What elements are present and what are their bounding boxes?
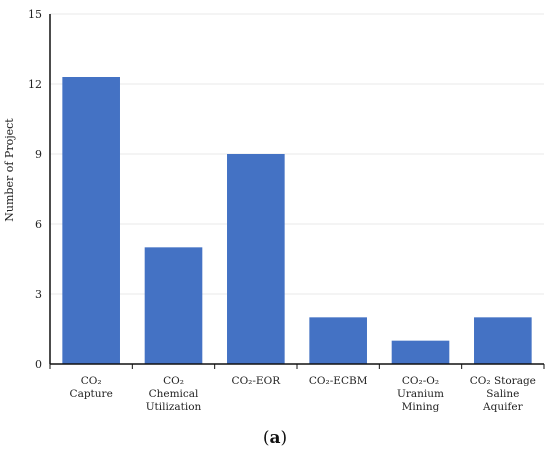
x-category-label: CO₂ Storage Saline Aquifer [470, 375, 536, 413]
x-category-label: CO₂ Capture [70, 375, 113, 400]
bar [227, 154, 285, 364]
bar [309, 317, 367, 364]
y-tick-label: 12 [28, 78, 42, 91]
y-tick-label: 9 [35, 148, 42, 161]
bar [62, 77, 120, 364]
x-category-labels: CO₂ Capture CO₂ Chemical Utilization CO₂-EOR C… [70, 375, 536, 413]
bar [144, 247, 203, 364]
caption-close: ) [281, 428, 288, 448]
y-tick-label: 6 [35, 218, 42, 231]
figure-caption: (a) [263, 428, 287, 448]
bar [391, 340, 450, 364]
x-category-label: CO₂-O₂ Uranium Mining [397, 375, 444, 413]
y-tick-label: 15 [28, 8, 42, 21]
axis-layer [49, 14, 545, 369]
grid-layer [50, 13, 544, 295]
y-tick-label: 0 [35, 358, 42, 371]
bar [474, 317, 532, 364]
x-category-label: CO₂-EOR [232, 375, 282, 387]
y-tick-labels: 0 3 6 9 12 15 [28, 8, 42, 371]
x-category-label: CO₂-ECBM [309, 375, 368, 387]
y-tick-label: 3 [35, 288, 42, 301]
y-axis-title: Number of Project [3, 118, 16, 222]
caption-open: ( [263, 428, 270, 448]
caption-letter: a [269, 428, 280, 448]
bars-layer [62, 77, 532, 364]
x-category-label: CO₂ Chemical Utilization [146, 375, 202, 413]
